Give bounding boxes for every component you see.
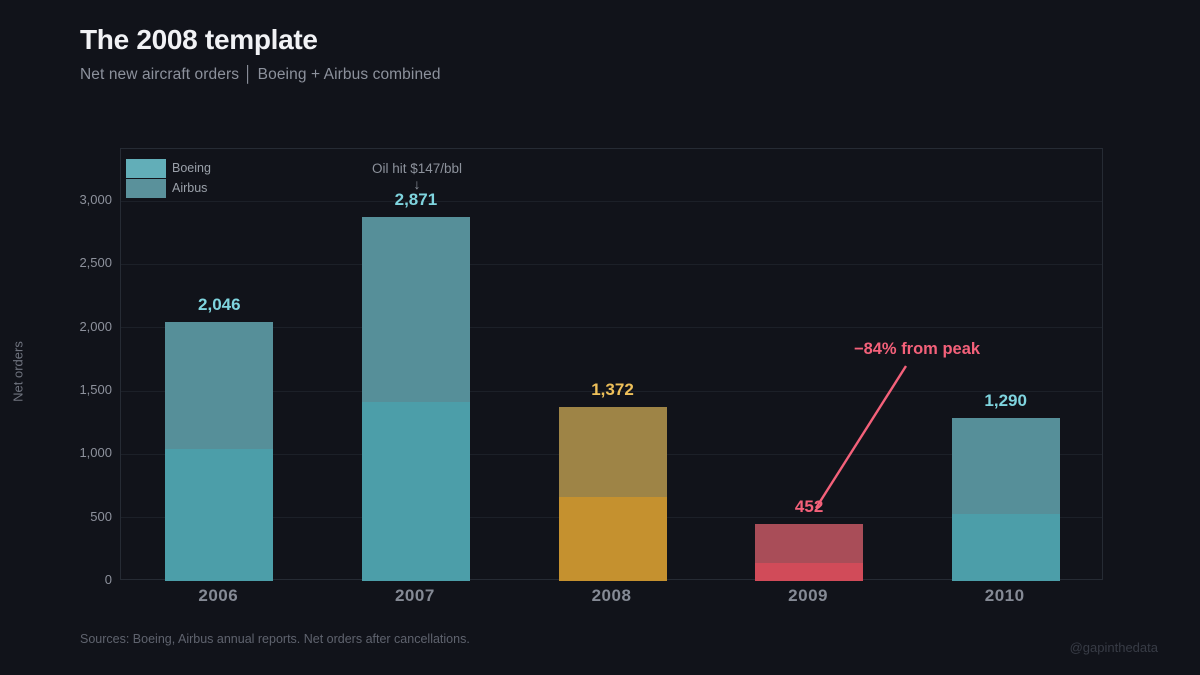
y-tick-label: 2,500 (79, 255, 112, 271)
chart-subtitle: Net new aircraft orders │ Boeing + Airbu… (80, 66, 441, 83)
bar-total-label-2009: 452 (794, 496, 824, 516)
x-tick-label-2007: 2007 (394, 586, 435, 605)
bar-total-label-2010: 1,290 (984, 390, 1027, 410)
x-tick-label-2006: 2006 (198, 586, 239, 605)
y-axis-label: Net orders (10, 341, 26, 402)
bar-segment-boeing-2007 (361, 402, 470, 581)
bar-segment-airbus-2008 (558, 407, 667, 498)
bar-segment-airbus-2006 (165, 321, 274, 449)
legend-label-boeing: Boeing (172, 161, 211, 175)
legend-item-boeing: Boeing (126, 158, 211, 178)
y-tick-label: 1,500 (79, 382, 112, 397)
bar-segment-boeing-2009 (755, 563, 864, 581)
bar-segment-boeing-2010 (951, 513, 1060, 581)
y-tick-label: 1,000 (79, 445, 112, 461)
gridline (121, 390, 1102, 392)
annotation-peak-drop: −84% from peak (853, 340, 981, 358)
sources-note: Sources: Boeing, Airbus annual reports. … (80, 632, 470, 646)
bar-total-label-2006: 2,046 (198, 294, 241, 314)
plot-area: 2,046 2,871 1,372 452 1,290 Boeing Airbus (120, 148, 1103, 581)
gridline (121, 263, 1102, 265)
y-tick-label: 2,000 (79, 318, 112, 334)
bar-segment-airbus-2009 (755, 523, 864, 563)
gridline (121, 200, 1102, 202)
x-tick-label-2009: 2009 (788, 586, 829, 605)
legend-swatch-airbus (126, 178, 166, 198)
legend-swatch-boeing (126, 158, 166, 178)
annotation-oil-price-text: Oil hit $147/bbl (371, 161, 463, 176)
bar-segment-airbus-2007 (361, 217, 470, 402)
bar-total-label-2007: 2,871 (394, 190, 438, 210)
legend-item-airbus: Airbus (126, 178, 211, 198)
legend: Boeing Airbus (126, 158, 211, 198)
bar-total-label-2008: 1,372 (591, 380, 634, 400)
legend-label-airbus: Airbus (172, 181, 208, 195)
gridline (121, 327, 1102, 329)
y-tick-label: 0 (104, 572, 112, 587)
y-tick-label: 500 (90, 508, 112, 524)
x-tick-label-2010: 2010 (984, 586, 1025, 605)
annotation-oil-price: Oil hit $147/bbl ↓ (372, 160, 462, 191)
watermark: @gapinthedata (1069, 640, 1158, 655)
y-tick-label: 3,000 (79, 192, 112, 207)
bar-segment-airbus-2010 (951, 417, 1060, 514)
down-arrow-icon: ↓ (413, 176, 421, 192)
x-tick-label-2008: 2008 (591, 586, 632, 605)
bar-segment-boeing-2008 (558, 497, 667, 581)
chart-title: The 2008 template (80, 24, 318, 55)
bar-segment-boeing-2006 (165, 448, 274, 581)
